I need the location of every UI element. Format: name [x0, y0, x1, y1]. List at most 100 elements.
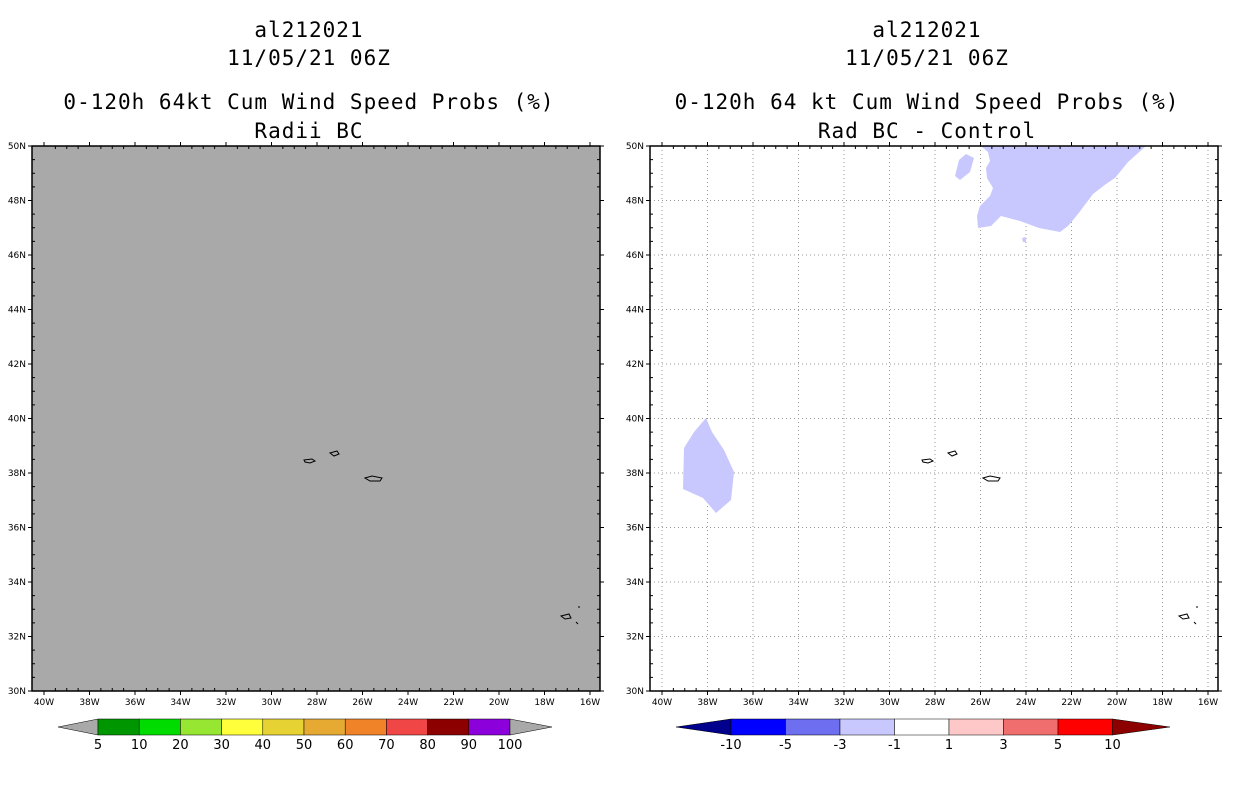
right-colorbar-swatch	[1003, 718, 1059, 736]
right-colorbar-label: 5	[1054, 738, 1062, 753]
lon-label: 18W	[1152, 698, 1172, 708]
right-island-faial-pico	[921, 458, 935, 464]
lat-label: 50N	[8, 142, 26, 152]
right-colorbar-label: 1	[945, 738, 953, 753]
lat-label: 38N	[626, 469, 644, 479]
right-shade-speck	[1022, 237, 1026, 242]
lon-label: 32W	[834, 698, 854, 708]
right-colorbar: -10 -5 -3 -1 1 3 5 10	[675, 718, 1171, 753]
right-map: 50N 48N 46N 44N 42N 40N 38N 36N 34N 32N 30N 40W 38W…	[626, 142, 1222, 753]
right-gridlines	[650, 146, 1218, 691]
left-lon-labels: 40W 38W 36W 34W 32W 30W 28W 26W 24W 22W 20W 18W 16W	[34, 698, 600, 708]
lon-label: 26W	[970, 698, 990, 708]
left-colorbar-label: 50	[296, 738, 313, 753]
right-colorbar-label: -1	[888, 738, 901, 753]
lon-label: 34W	[788, 698, 808, 708]
right-colorbar-swatch	[1057, 718, 1113, 736]
left-colorbar-end-right	[509, 718, 553, 736]
right-coastlines	[921, 450, 1198, 625]
lat-label: 48N	[626, 197, 644, 207]
left-product-title: 0-120h 64kt Cum Wind Speed Probs (%)	[63, 90, 555, 114]
lat-label: 36N	[8, 524, 26, 534]
lon-label: 26W	[352, 698, 372, 708]
lon-label: 36W	[125, 698, 145, 708]
right-colorbar-label: -3	[834, 738, 847, 753]
left-colorbar-label: 90	[461, 738, 478, 753]
right-colorbar-swatch	[785, 718, 841, 736]
lon-label: 24W	[398, 698, 418, 708]
left-map-frame	[31, 145, 601, 692]
left-colorbar-swatch	[221, 718, 264, 736]
lat-label: 30N	[626, 687, 644, 697]
left-colorbar-swatch	[303, 718, 346, 736]
left-colorbar-label: 40	[255, 738, 272, 753]
right-datetime: 11/05/21 06Z	[845, 46, 1009, 70]
left-colorbar-swatch	[468, 718, 511, 736]
left-colorbar-label: 30	[213, 738, 230, 753]
lon-label: 34W	[170, 698, 190, 708]
lon-label: 30W	[879, 698, 899, 708]
right-shade-region-north	[977, 146, 1146, 232]
lon-label: 22W	[1061, 698, 1081, 708]
lat-label: 38N	[8, 469, 26, 479]
lon-label: 28W	[925, 698, 945, 708]
right-subtitle: Rad BC - Control	[817, 119, 1037, 143]
lon-label: 24W	[1016, 698, 1036, 708]
left-colorbar-swatch	[180, 718, 222, 736]
right-colorbar-swatch	[894, 718, 950, 736]
lon-label: 28W	[307, 698, 327, 708]
right-product-title: 0-120h 64 kt Cum Wind Speed Probs (%)	[674, 90, 1180, 114]
right-colorbar-swatch	[839, 718, 895, 736]
lat-label: 44N	[626, 306, 644, 316]
right-colorbar-swatch	[730, 718, 786, 736]
right-colorbar-label: -10	[720, 738, 741, 753]
left-island-madeira	[559, 613, 572, 620]
left-island-faial-pico	[303, 458, 317, 464]
left-colorbar-label: 10	[131, 738, 148, 753]
left-storm-id: al212021	[254, 18, 364, 42]
left-island-terceira	[328, 450, 340, 457]
lat-label: 44N	[8, 306, 26, 316]
lat-label: 46N	[626, 251, 644, 261]
right-island-desertas	[1193, 621, 1197, 625]
right-island-madeira	[1177, 613, 1190, 620]
lat-label: 34N	[626, 578, 644, 588]
lon-label: 20W	[489, 698, 509, 708]
right-map-frame	[649, 145, 1219, 692]
lat-label: 48N	[8, 197, 26, 207]
lon-label: 16W	[580, 698, 600, 708]
left-island-sao-miguel	[363, 475, 383, 482]
left-colorbar-label: 60	[337, 738, 354, 753]
right-colorbar-label: -5	[779, 738, 792, 753]
left-colorbar-label: 5	[94, 738, 102, 753]
left-colorbar-swatch	[262, 718, 305, 736]
lon-label: 20W	[1107, 698, 1127, 708]
left-colorbar: 5 10 20 30 40 50 60 70 80 90 100	[57, 718, 553, 753]
left-colorbar-swatch	[386, 718, 428, 736]
lat-label: 34N	[8, 578, 26, 588]
lat-label: 42N	[8, 360, 26, 370]
left-datetime: 11/05/21 06Z	[227, 46, 391, 70]
right-lat-labels: 50N 48N 46N 44N 42N 40N 38N 36N 34N 32N 30N	[626, 142, 644, 697]
right-island-terceira	[946, 450, 958, 457]
left-colorbar-label: 80	[419, 738, 436, 753]
left-lat-labels: 50N 48N 46N 44N 42N 40N 38N 36N 34N 32N 30N	[8, 142, 26, 697]
left-colorbar-swatch	[427, 718, 470, 736]
right-lon-labels: 40W 38W 36W 34W 32W 30W 28W 26W 24W 22W 20W 18W 16W	[652, 698, 1218, 708]
lat-label: 50N	[626, 142, 644, 152]
left-subtitle: Radii BC	[254, 119, 364, 143]
left-colorbar-swatch	[344, 718, 387, 736]
lon-label: 16W	[1198, 698, 1218, 708]
right-shade-region-west	[683, 418, 734, 513]
left-colorbar-end-left	[57, 718, 99, 736]
lat-label: 36N	[626, 524, 644, 534]
lat-label: 40N	[626, 415, 644, 425]
right-colorbar-label: 10	[1104, 738, 1121, 753]
lon-label: 32W	[216, 698, 236, 708]
left-map: 50N 48N 46N 44N 42N 40N 38N 36N 34N 32N 30N 40W 38W…	[8, 142, 604, 753]
right-colorbar-end-right	[1112, 718, 1171, 736]
lon-label: 36W	[743, 698, 763, 708]
right-storm-id: al212021	[872, 18, 982, 42]
lon-label: 40W	[652, 698, 672, 708]
lat-label: 40N	[8, 415, 26, 425]
